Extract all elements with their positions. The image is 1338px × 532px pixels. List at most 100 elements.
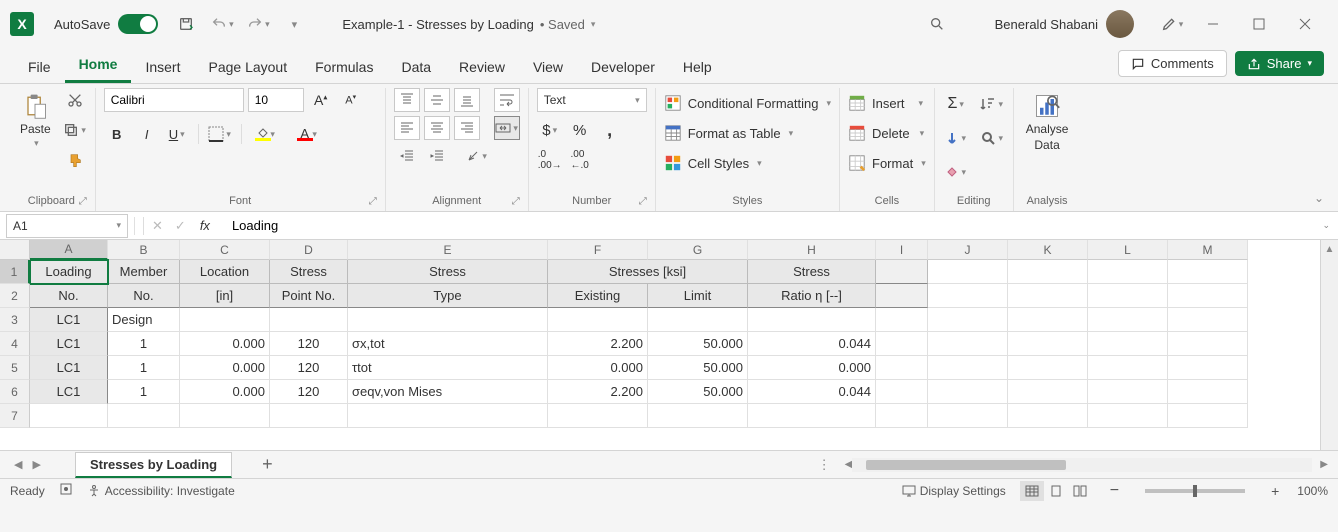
tab-data[interactable]: Data	[387, 51, 445, 83]
cell[interactable]	[1168, 308, 1248, 332]
zoom-out-button[interactable]: −	[1106, 482, 1123, 500]
cell[interactable]	[1088, 356, 1168, 380]
cell[interactable]	[748, 404, 876, 428]
fx-icon[interactable]: fx	[194, 218, 216, 233]
italic-button[interactable]: I	[134, 122, 160, 146]
autosave-toggle[interactable]	[118, 14, 158, 34]
cell[interactable]	[1168, 332, 1248, 356]
collapse-ribbon-icon[interactable]: ⌄	[1306, 184, 1330, 211]
cell[interactable]	[1088, 380, 1168, 404]
format-as-table-button[interactable]: Format as Table▾	[664, 122, 794, 144]
clipboard-launcher-icon[interactable]: ⤢	[79, 196, 87, 207]
cell[interactable]	[1008, 332, 1088, 356]
cell[interactable]	[1008, 284, 1088, 308]
cell[interactable]	[1008, 308, 1088, 332]
cell[interactable]: Point No.	[270, 284, 348, 308]
title-dropdown-icon[interactable]: ▾	[591, 19, 596, 30]
cell[interactable]: 120	[270, 380, 348, 404]
align-right-icon[interactable]	[454, 116, 480, 140]
tab-help[interactable]: Help	[669, 51, 726, 83]
row-header[interactable]: 6	[0, 380, 30, 404]
sheet-options-icon[interactable]: ⋮	[818, 457, 831, 473]
sheet-nav-next-icon[interactable]: ▶	[32, 458, 40, 471]
cell[interactable]: No.	[108, 284, 180, 308]
column-header[interactable]: B	[108, 240, 180, 260]
cell[interactable]: 50.000	[648, 332, 748, 356]
currency-icon[interactable]: $▾	[537, 118, 563, 142]
tab-home[interactable]: Home	[65, 48, 132, 83]
tab-file[interactable]: File	[14, 51, 65, 83]
increase-font-icon[interactable]: A▴	[308, 88, 334, 112]
redo-icon[interactable]: ▾	[244, 10, 272, 38]
cell[interactable]	[876, 260, 928, 284]
cell[interactable]: 50.000	[648, 380, 748, 404]
cell[interactable]: 1	[108, 356, 180, 380]
cell[interactable]: Stress	[270, 260, 348, 284]
view-normal-icon[interactable]	[1020, 481, 1044, 501]
cell[interactable]: 1	[108, 332, 180, 356]
column-header[interactable]: F	[548, 240, 648, 260]
zoom-slider[interactable]	[1145, 489, 1245, 493]
cell[interactable]: Existing	[548, 284, 648, 308]
delete-cells-button[interactable]: Delete▾	[848, 122, 924, 144]
cell[interactable]	[928, 404, 1008, 428]
comma-icon[interactable]: ,	[597, 118, 623, 142]
cell[interactable]	[180, 308, 270, 332]
cell[interactable]: Loading	[30, 260, 108, 284]
decrease-indent-icon[interactable]	[394, 144, 420, 168]
analyse-data-button[interactable]: Analyse Data	[1022, 88, 1073, 156]
column-header[interactable]: L	[1088, 240, 1168, 260]
cell[interactable]: 0.000	[180, 332, 270, 356]
cell[interactable]: Stresses [ksi]	[548, 260, 748, 284]
cell[interactable]	[270, 404, 348, 428]
name-box[interactable]: A1▾	[6, 214, 128, 238]
undo-icon[interactable]: ▾	[208, 10, 236, 38]
column-header[interactable]: A	[30, 240, 108, 260]
select-all-corner[interactable]	[0, 240, 30, 260]
cell[interactable]	[1088, 308, 1168, 332]
cell[interactable]	[1008, 356, 1088, 380]
pen-icon[interactable]: ▾	[1158, 10, 1186, 38]
column-header[interactable]: H	[748, 240, 876, 260]
cell[interactable]: σeqv,von Mises	[348, 380, 548, 404]
view-page-layout-icon[interactable]	[1044, 481, 1068, 501]
cell[interactable]	[108, 404, 180, 428]
paste-button[interactable]: Paste ▾	[16, 88, 55, 153]
avatar[interactable]	[1106, 10, 1134, 38]
cell[interactable]	[548, 308, 648, 332]
row-header[interactable]: 3	[0, 308, 30, 332]
cell[interactable]	[928, 284, 1008, 308]
align-center-icon[interactable]	[424, 116, 450, 140]
cell[interactable]	[180, 404, 270, 428]
cell[interactable]: 2.200	[548, 332, 648, 356]
cell[interactable]	[876, 308, 928, 332]
decrease-decimal-icon[interactable]: .00←.0	[567, 148, 593, 172]
row-header[interactable]: 1	[0, 260, 30, 284]
cell[interactable]: LC1	[30, 332, 108, 356]
align-top-icon[interactable]	[394, 88, 420, 112]
cell[interactable]	[1008, 260, 1088, 284]
copy-icon[interactable]: ▾	[63, 118, 87, 142]
column-header[interactable]: C	[180, 240, 270, 260]
comments-button[interactable]: Comments	[1118, 50, 1227, 77]
cell[interactable]: LC1	[30, 308, 108, 332]
cell[interactable]: Stress	[748, 260, 876, 284]
cell[interactable]	[1008, 404, 1088, 428]
font-launcher-icon[interactable]: ⤢	[369, 196, 377, 207]
view-page-break-icon[interactable]	[1068, 481, 1092, 501]
row-header[interactable]: 2	[0, 284, 30, 308]
share-button[interactable]: Share▾	[1235, 51, 1324, 76]
cell[interactable]: 0.000	[548, 356, 648, 380]
cell[interactable]: Limit	[648, 284, 748, 308]
cut-icon[interactable]	[63, 88, 87, 112]
align-bottom-icon[interactable]	[454, 88, 480, 112]
decrease-font-icon[interactable]: A▾	[338, 88, 364, 112]
format-painter-icon[interactable]	[63, 148, 87, 172]
borders-button[interactable]: ▾	[207, 122, 233, 146]
cell[interactable]: Type	[348, 284, 548, 308]
cell[interactable]: 0.000	[180, 380, 270, 404]
tab-developer[interactable]: Developer	[577, 51, 669, 83]
save-icon[interactable]	[172, 10, 200, 38]
cell[interactable]	[876, 356, 928, 380]
fill-color-button[interactable]: ▾	[250, 122, 276, 146]
